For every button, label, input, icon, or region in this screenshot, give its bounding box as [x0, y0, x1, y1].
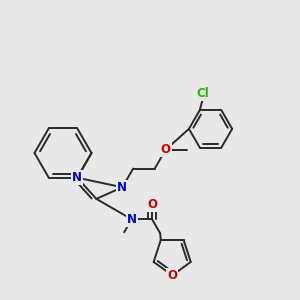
Text: Cl: Cl: [196, 87, 209, 100]
Text: N: N: [127, 213, 137, 226]
Text: N: N: [72, 171, 82, 184]
Text: O: O: [147, 198, 157, 212]
Text: N: N: [117, 181, 128, 194]
Text: O: O: [160, 143, 171, 156]
Text: O: O: [167, 269, 177, 282]
